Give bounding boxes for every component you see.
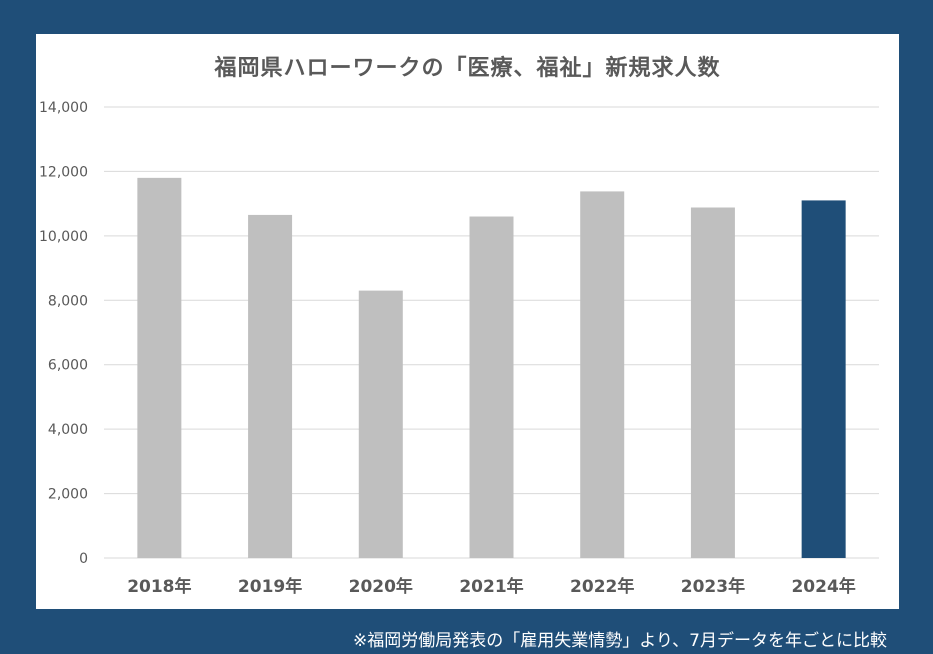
bar-2021年: [469, 216, 514, 558]
y-tick-label: 14,000: [39, 100, 88, 116]
x-tick-label: 2022年: [570, 576, 634, 597]
bar-2024年: [801, 200, 846, 558]
y-tick-label: 0: [79, 551, 88, 567]
x-tick-label: 2021年: [459, 576, 523, 597]
y-tick-label: 6,000: [48, 358, 88, 374]
y-tick-label: 10,000: [39, 229, 88, 245]
bar-2019年: [248, 214, 293, 559]
bar-2018年: [137, 177, 182, 558]
x-tick-label: 2024年: [791, 576, 855, 597]
bar-2023年: [690, 207, 735, 558]
x-tick-label: 2020年: [349, 576, 413, 597]
chart-title: 福岡県ハローワークの「医療、福祉」新規求人数: [214, 56, 721, 81]
bar-2022年: [580, 191, 625, 558]
y-tick-label: 4,000: [48, 422, 88, 438]
bar-2020年: [358, 290, 403, 558]
x-tick-label: 2018年: [127, 576, 191, 597]
y-tick-label: 8,000: [48, 293, 88, 309]
x-tick-label: 2023年: [681, 576, 745, 597]
x-tick-label: 2019年: [238, 576, 302, 597]
y-tick-label: 12,000: [39, 164, 88, 180]
y-tick-label: 2,000: [48, 487, 88, 503]
source-footnote: ※福岡労働局発表の「雇用失業情勢」より、7月データを年ごとに比較: [352, 631, 887, 651]
